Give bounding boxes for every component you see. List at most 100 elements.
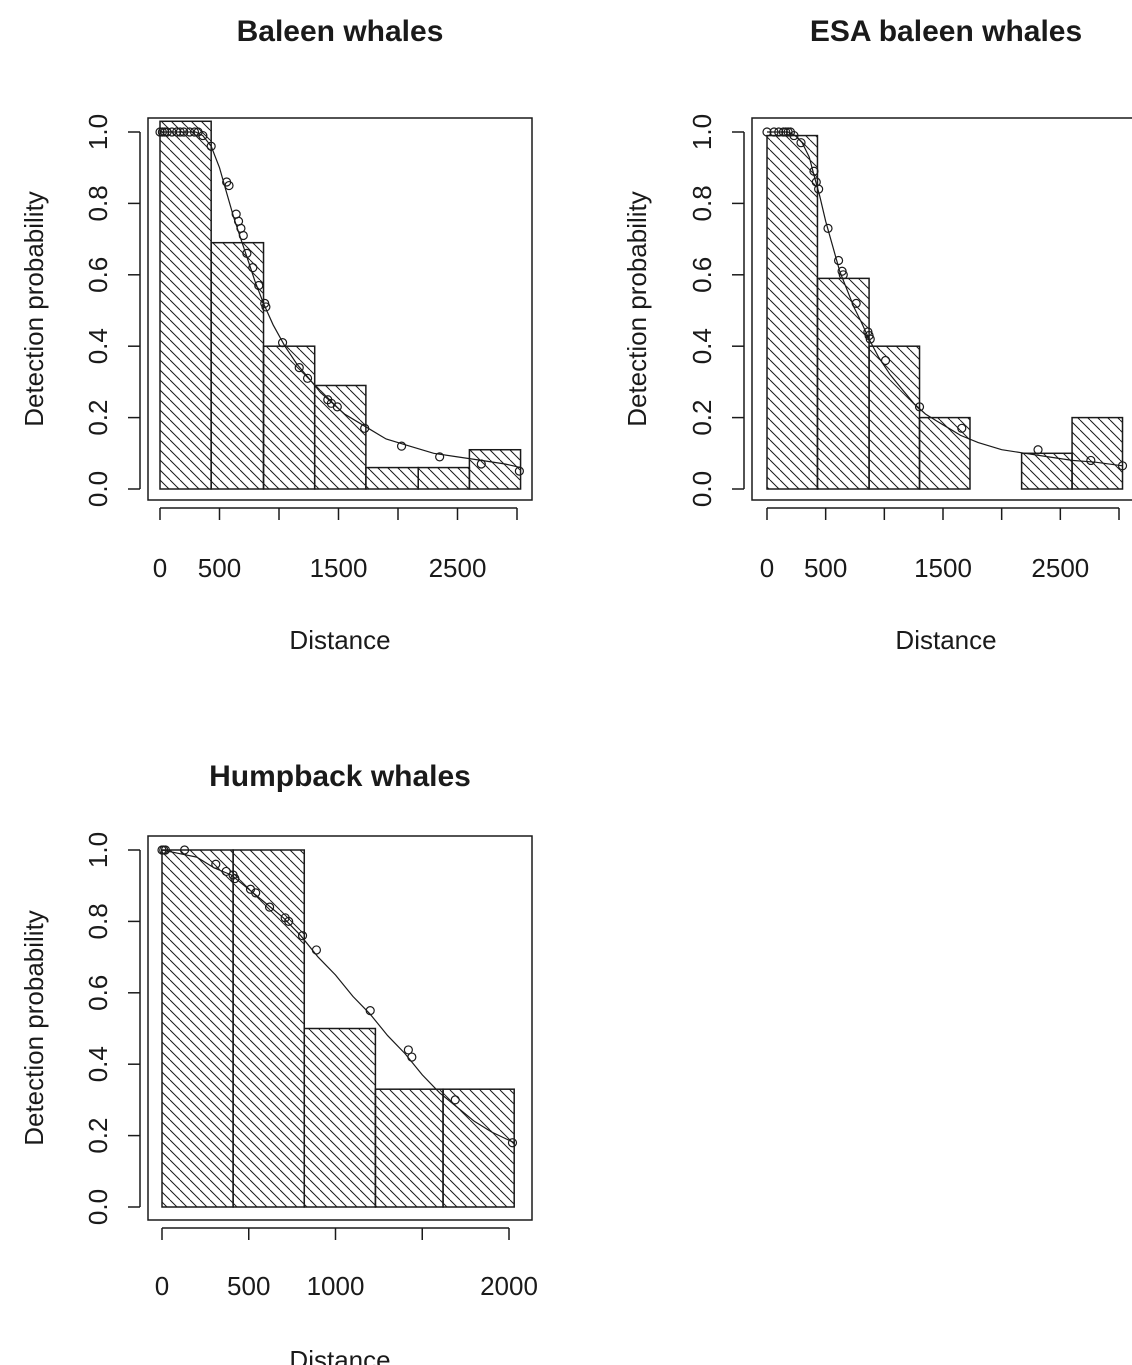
observation-point <box>238 230 248 241</box>
observation-point <box>284 916 294 927</box>
y-tick-label: 0.6 <box>687 257 717 293</box>
y-tick-label: 0.6 <box>83 257 113 293</box>
observation-point <box>450 1095 460 1105</box>
plot-frame <box>147 117 533 501</box>
histogram-bar-4 <box>374 1088 444 1208</box>
observation-point <box>814 184 824 194</box>
observation-point <box>838 270 848 280</box>
observation-point <box>396 441 407 451</box>
chart-title: Baleen whales <box>237 15 444 48</box>
observation-point <box>175 127 185 137</box>
histogram-bar-3 <box>868 345 921 490</box>
x-tick-label: 0 <box>155 1271 169 1301</box>
y-tick-label: 1.0 <box>83 832 113 868</box>
chart-panel-3: Humpback whales 0 500 1000 2000 Distance 0.0 0.… <box>19 760 538 1365</box>
x-tick-label: 0 <box>760 553 774 583</box>
histogram-bar-2 <box>210 241 265 490</box>
observation-point <box>957 423 967 433</box>
observation-point <box>796 138 806 148</box>
observation-point <box>851 298 861 308</box>
histogram-bar-1 <box>159 120 212 490</box>
y-tick-label: 0.6 <box>83 975 113 1011</box>
observation-point <box>224 180 234 191</box>
x-tick-label: 500 <box>804 553 847 583</box>
observation-point <box>179 127 189 137</box>
y-axis-label: Detection probability <box>19 191 49 427</box>
observation-point <box>160 127 170 137</box>
chart-title: ESA baleen whales <box>810 15 1082 48</box>
observation-point <box>179 845 190 855</box>
x-tick-label: 2500 <box>429 553 487 583</box>
y-tick-label: 0.0 <box>83 471 113 507</box>
observation-point <box>302 373 313 383</box>
observation-point <box>762 127 772 137</box>
observation-point <box>403 1045 413 1055</box>
observation-point <box>1117 461 1128 471</box>
observation-point <box>157 127 167 137</box>
fitted-detection-curve <box>160 131 521 469</box>
observation-point <box>294 363 304 373</box>
observation-point <box>198 130 208 141</box>
x-tick-label: 500 <box>198 553 241 583</box>
observation-point <box>155 127 165 137</box>
y-tick-label: 0.0 <box>687 471 717 507</box>
observation-point <box>514 466 524 476</box>
observation-point <box>206 141 216 151</box>
observation-point <box>162 127 172 137</box>
y-tick-label: 0.4 <box>83 1046 113 1082</box>
y-tick-label: 0.2 <box>83 1118 113 1154</box>
x-axis-label: Distance <box>289 1345 390 1365</box>
x-axis-label: Distance <box>289 625 390 655</box>
histogram-bar-6 <box>1020 452 1073 490</box>
observation-point <box>435 452 445 462</box>
observation-point <box>221 866 231 877</box>
y-tick-label: 0.8 <box>687 185 717 221</box>
observation-point <box>823 223 833 233</box>
y-tick-label: 0.8 <box>83 903 113 939</box>
observation-point <box>507 1138 518 1148</box>
observation-point <box>914 402 925 412</box>
observation-point <box>160 845 171 855</box>
x-tick-label: 1500 <box>914 553 972 583</box>
chart-title: Humpback whales <box>209 760 471 793</box>
observation-point <box>254 280 264 291</box>
histogram-bar-7 <box>468 448 522 490</box>
y-tick-label: 0.4 <box>687 328 717 364</box>
y-tick-label: 0.2 <box>83 400 113 436</box>
observation-point <box>865 334 875 344</box>
observation-point <box>297 931 308 941</box>
observation-point <box>332 402 342 412</box>
histogram-bar-7 <box>1071 416 1124 490</box>
observation-point <box>277 338 288 348</box>
observation-point <box>264 902 275 912</box>
histogram-bar-4 <box>918 416 971 490</box>
plot-frame <box>147 835 533 1221</box>
x-tick-label: 2000 <box>480 1271 538 1301</box>
histogram-bar-3 <box>262 345 316 490</box>
histogram-bar-5 <box>365 466 419 490</box>
observation-point <box>880 355 891 366</box>
y-tick-label: 0.8 <box>83 185 113 221</box>
histogram-bar-1 <box>161 849 234 1208</box>
x-tick-label: 0 <box>153 553 167 583</box>
observation-point <box>407 1052 417 1062</box>
observation-point <box>248 263 258 273</box>
observation-point <box>774 127 784 137</box>
chart-panel-1: Baleen whales 0 500 1500 2500 Distance 0.0 0.2 0… <box>19 15 533 655</box>
observation-point <box>261 302 271 312</box>
histogram-bar-6 <box>417 466 471 490</box>
observation-point <box>365 1006 375 1016</box>
observation-point <box>789 130 799 141</box>
y-tick-label: 0.4 <box>83 328 113 364</box>
observation-point <box>189 127 200 137</box>
y-tick-label: 1.0 <box>687 114 717 150</box>
observation-point <box>1086 455 1096 466</box>
y-axis-label: Detection probability <box>622 191 652 427</box>
observation-point <box>781 127 791 137</box>
observation-point <box>476 459 486 469</box>
x-tick-label: 500 <box>227 1271 270 1301</box>
histogram-bar-5 <box>442 1088 515 1208</box>
y-tick-label: 1.0 <box>83 114 113 150</box>
histogram-bar-4 <box>313 384 367 490</box>
